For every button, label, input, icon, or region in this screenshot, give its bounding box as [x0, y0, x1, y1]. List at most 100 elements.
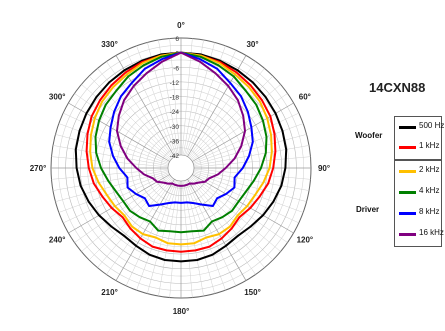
grid-spoke	[58, 172, 169, 213]
series-16khz	[116, 51, 246, 187]
angle-tick-label: 330°	[101, 40, 118, 49]
radial-tick-label: -18	[170, 95, 180, 102]
series-1khz	[85, 51, 277, 253]
grid-spoke	[192, 112, 299, 163]
angle-tick-label: 60°	[299, 93, 311, 102]
series-4khz	[94, 51, 268, 234]
angle-tick-label: 90°	[318, 164, 330, 173]
grid-spoke	[58, 123, 169, 164]
grid-spoke	[106, 178, 174, 275]
grid-spoke	[188, 178, 256, 275]
legend-item: 16 kHz	[395, 227, 444, 241]
angle-tick-label: 210°	[101, 288, 118, 297]
grid-spoke	[97, 177, 173, 268]
grid-spoke	[115, 179, 175, 281]
legend-item: 1 kHz	[395, 140, 441, 154]
grid-spoke	[193, 123, 304, 164]
legend-swatch-500hz	[399, 126, 416, 129]
series-500hz	[74, 51, 288, 263]
angle-tick-label: 120°	[297, 236, 314, 245]
grid-spoke	[185, 45, 226, 156]
angle-tick-label: 270°	[30, 164, 47, 173]
grid-spoke	[191, 175, 288, 243]
radial-tick-label: 6	[175, 36, 179, 43]
legend-driver-box: 2 kHz 4 kHz 8 kHz 16 kHz	[394, 160, 444, 247]
grid-spoke	[186, 179, 237, 286]
grid-spoke	[158, 180, 179, 297]
legend-swatch-16khz	[399, 233, 416, 236]
angle-labels: 0° 30° 60° 90° 120° 150° 180° 210° 240° 270° 300° 3…	[30, 21, 330, 316]
grid-spoke	[136, 180, 177, 291]
grid-spoke	[183, 180, 204, 297]
grid-spoke	[185, 180, 226, 291]
grid-spoke	[52, 170, 169, 191]
grid-spoke	[169, 180, 181, 298]
grid-spoke	[192, 102, 294, 162]
legend-label: 2 kHz	[419, 165, 440, 174]
legend-label: 500 Hz	[419, 121, 445, 130]
grid-spoke	[51, 168, 169, 180]
legend-label: 8 kHz	[419, 207, 440, 216]
grid-spoke	[147, 180, 178, 294]
center-hub	[167, 154, 195, 182]
radial-tick-label: -36	[170, 138, 180, 145]
legend-label: 16 kHz	[419, 228, 444, 237]
grid-spoke	[81, 176, 172, 252]
grid-spoke	[74, 175, 171, 243]
grid-spoke	[190, 176, 281, 252]
grid-spoke	[193, 172, 304, 213]
radial-tick-label: -42	[170, 153, 180, 160]
grid-spoke	[51, 156, 169, 168]
grid-spoke	[193, 170, 310, 191]
radial-tick-label: -12	[170, 80, 180, 87]
legend-item: 4 kHz	[395, 185, 441, 199]
legend-swatch-1khz	[399, 146, 416, 149]
legend-label: 4 kHz	[419, 186, 440, 195]
grid-spoke	[187, 179, 247, 281]
series-8khz	[108, 51, 254, 207]
angle-tick-label: 0°	[177, 21, 185, 30]
angle-tick-label: 240°	[49, 236, 66, 245]
polar-grid	[50, 37, 312, 299]
response-curves	[74, 51, 288, 263]
grid-spoke	[193, 168, 311, 180]
grid-spoke	[106, 61, 174, 158]
grid-spoke	[88, 177, 172, 261]
legend-label: 1 kHz	[419, 141, 440, 150]
grid-spoke	[188, 61, 256, 158]
grid-spoke	[190, 75, 274, 159]
grid-spoke	[97, 68, 173, 159]
legend-swatch-8khz	[399, 212, 416, 215]
grid-spoke	[74, 93, 171, 161]
radial-tick-label: -6	[173, 65, 179, 72]
grid-spoke	[192, 174, 294, 234]
grid-spoke	[63, 173, 170, 224]
grid-spoke	[68, 102, 170, 162]
angle-tick-label: 180°	[173, 307, 190, 316]
legend-group-driver: Driver	[356, 205, 380, 214]
grid-spoke	[136, 45, 177, 156]
grid-spoke	[125, 179, 176, 286]
legend-item: 500 Hz	[395, 120, 445, 134]
angle-tick-label: 150°	[244, 288, 261, 297]
grid-spoke	[189, 177, 265, 268]
grid-spoke	[189, 68, 265, 159]
grid-spoke	[181, 180, 193, 298]
legend-item: 8 kHz	[395, 206, 441, 220]
grid-spoke	[52, 145, 169, 166]
legend-item: 2 kHz	[395, 164, 441, 178]
grid-spoke	[63, 112, 170, 163]
radial-tick-label: -30	[170, 124, 180, 131]
legend-swatch-4khz	[399, 191, 416, 194]
grid-spoke	[184, 180, 215, 294]
legend-swatch-2khz	[399, 170, 416, 173]
grid-spoke	[190, 177, 274, 261]
grid-spoke	[191, 93, 288, 161]
angle-tick-label: 30°	[246, 40, 258, 49]
grid-spoke	[68, 174, 170, 234]
angle-tick-label: 300°	[49, 93, 66, 102]
model-title: 14CXN88	[369, 80, 426, 95]
radial-tick-label: -24	[170, 109, 180, 116]
series-2khz	[89, 51, 273, 246]
